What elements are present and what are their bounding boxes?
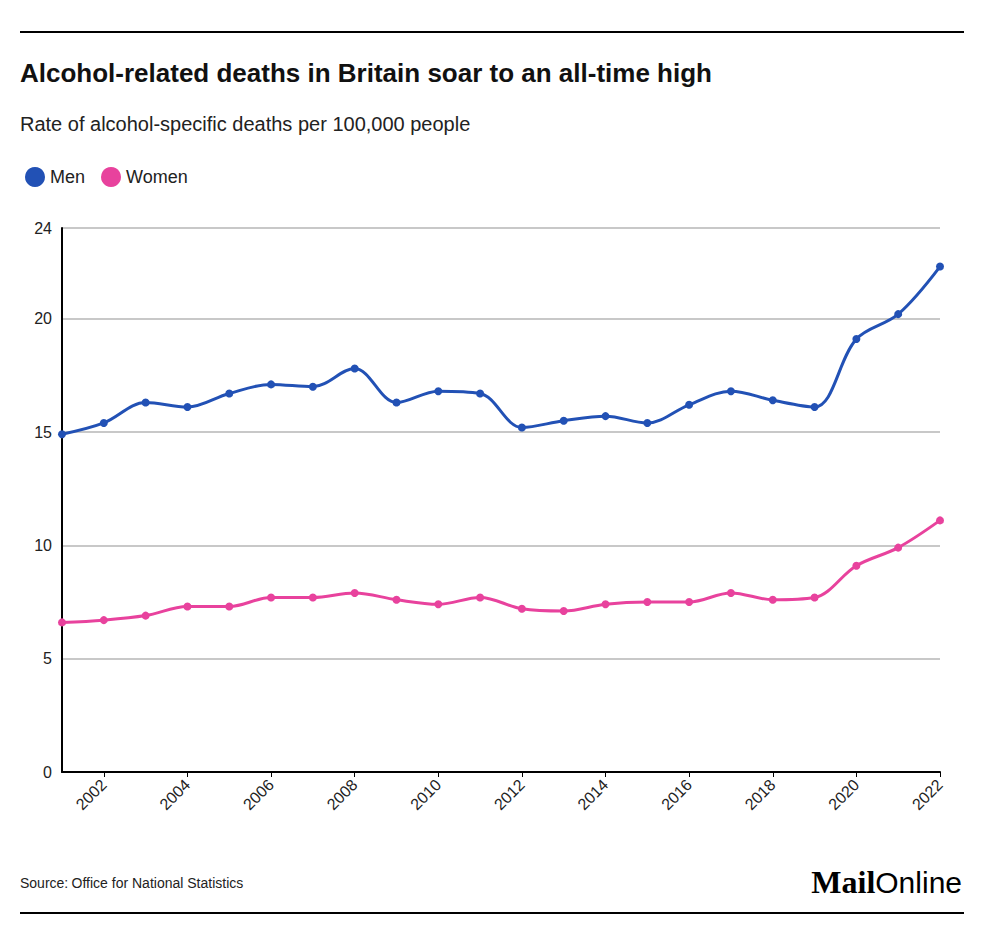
svg-text:Men: Men [50, 167, 85, 187]
svg-text:2018: 2018 [742, 776, 779, 813]
svg-text:Alcohol-related deaths in Brit: Alcohol-related deaths in Britain soar t… [20, 58, 712, 88]
svg-text:2004: 2004 [156, 776, 193, 813]
svg-text:5: 5 [43, 650, 52, 667]
svg-text:2006: 2006 [240, 776, 277, 813]
svg-text:Women: Women [126, 167, 188, 187]
svg-text:2016: 2016 [658, 776, 695, 813]
svg-text:Office for National Statistics: Office for National Statistics [72, 875, 244, 891]
svg-text:24: 24 [34, 220, 52, 237]
svg-text:2014: 2014 [574, 776, 611, 813]
svg-text:2020: 2020 [825, 776, 862, 813]
svg-text:Online: Online [875, 866, 962, 899]
svg-text:20: 20 [34, 310, 52, 327]
svg-text:Mail: Mail [811, 864, 875, 900]
svg-text:2012: 2012 [491, 776, 528, 813]
svg-text:2010: 2010 [407, 776, 444, 813]
svg-text:2022: 2022 [909, 776, 946, 813]
svg-text:2002: 2002 [73, 776, 110, 813]
svg-text:Source:: Source: [20, 875, 68, 891]
svg-text:2008: 2008 [324, 776, 361, 813]
svg-text:0: 0 [43, 764, 52, 781]
svg-text:10: 10 [34, 537, 52, 554]
svg-text:15: 15 [34, 424, 52, 441]
svg-text:Rate of alcohol-specific death: Rate of alcohol-specific deaths per 100,… [20, 113, 470, 135]
